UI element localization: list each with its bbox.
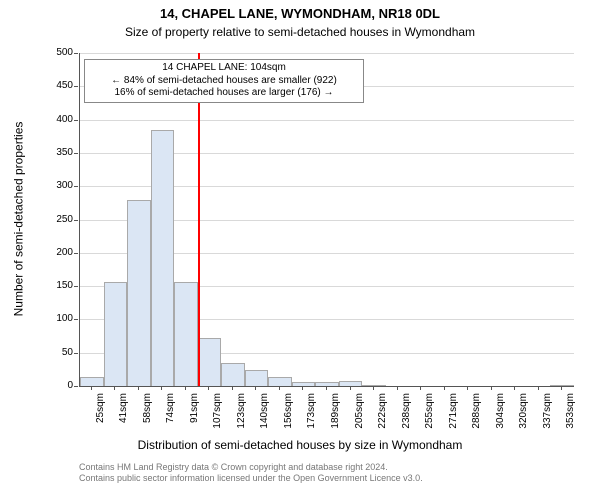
y-tick-mark: [74, 53, 78, 54]
x-tick-label: 25sqm: [95, 393, 106, 441]
y-axis-label: Number of semi-detached properties: [11, 52, 25, 385]
x-tick-label: 74sqm: [165, 393, 176, 441]
y-tick-mark: [74, 353, 78, 354]
footer-line-1: Contains HM Land Registry data © Crown c…: [79, 462, 423, 473]
y-tick-label: 50: [43, 347, 73, 358]
x-tick-label: 337sqm: [542, 393, 553, 441]
y-tick-mark: [74, 220, 78, 221]
histogram-bar: [268, 377, 292, 386]
x-tick-label: 288sqm: [471, 393, 482, 441]
annotation-box: 14 CHAPEL LANE: 104sqm ← 84% of semi-det…: [84, 59, 364, 103]
x-tick-label: 140sqm: [259, 393, 270, 441]
y-tick-label: 500: [43, 47, 73, 58]
x-tick-label: 271sqm: [448, 393, 459, 441]
x-tick-mark: [444, 386, 445, 390]
histogram-bar: [198, 338, 222, 386]
y-tick-label: 250: [43, 214, 73, 225]
y-tick-label: 150: [43, 280, 73, 291]
annotation-line-3: 16% of semi-detached houses are larger (…: [89, 87, 359, 100]
x-tick-label: 41sqm: [118, 393, 129, 441]
histogram-bar: [151, 130, 175, 386]
annotation-line-1: 14 CHAPEL LANE: 104sqm: [89, 62, 359, 75]
x-tick-mark: [185, 386, 186, 390]
histogram-bar: [221, 363, 245, 386]
x-tick-label: 238sqm: [401, 393, 412, 441]
x-tick-mark: [350, 386, 351, 390]
footer-line-2: Contains public sector information licen…: [79, 473, 423, 484]
x-tick-mark: [161, 386, 162, 390]
gridline: [80, 53, 574, 54]
x-tick-label: 107sqm: [212, 393, 223, 441]
y-tick-mark: [74, 86, 78, 87]
page-title: 14, CHAPEL LANE, WYMONDHAM, NR18 0DL: [0, 6, 600, 21]
x-tick-mark: [514, 386, 515, 390]
x-tick-label: 91sqm: [189, 393, 200, 441]
y-tick-label: 350: [43, 147, 73, 158]
y-tick-label: 200: [43, 247, 73, 258]
x-tick-mark: [373, 386, 374, 390]
x-tick-label: 320sqm: [518, 393, 529, 441]
y-tick-label: 300: [43, 180, 73, 191]
x-tick-label: 353sqm: [565, 393, 576, 441]
x-tick-mark: [397, 386, 398, 390]
annotation-line-2: ← 84% of semi-detached houses are smalle…: [89, 75, 359, 88]
x-axis-label: Distribution of semi-detached houses by …: [0, 438, 600, 452]
x-tick-mark: [420, 386, 421, 390]
y-tick-mark: [74, 186, 78, 187]
x-tick-label: 304sqm: [495, 393, 506, 441]
x-tick-mark: [326, 386, 327, 390]
x-tick-mark: [302, 386, 303, 390]
y-tick-mark: [74, 319, 78, 320]
x-tick-mark: [561, 386, 562, 390]
x-tick-label: 173sqm: [306, 393, 317, 441]
y-tick-label: 0: [43, 380, 73, 391]
x-tick-mark: [114, 386, 115, 390]
y-tick-mark: [74, 120, 78, 121]
x-tick-label: 189sqm: [330, 393, 341, 441]
x-tick-mark: [91, 386, 92, 390]
y-tick-label: 100: [43, 313, 73, 324]
histogram-bar: [104, 282, 128, 386]
chart-plot-area: 14 CHAPEL LANE: 104sqm ← 84% of semi-det…: [79, 53, 574, 387]
x-tick-label: 255sqm: [424, 393, 435, 441]
x-tick-mark: [279, 386, 280, 390]
page-subtitle: Size of property relative to semi-detach…: [0, 25, 600, 39]
y-tick-mark: [74, 153, 78, 154]
y-tick-mark: [74, 386, 78, 387]
footer-attribution: Contains HM Land Registry data © Crown c…: [79, 462, 423, 485]
x-tick-mark: [491, 386, 492, 390]
x-tick-label: 58sqm: [142, 393, 153, 441]
histogram-bar: [245, 370, 269, 386]
x-tick-mark: [208, 386, 209, 390]
x-tick-mark: [138, 386, 139, 390]
y-tick-label: 450: [43, 80, 73, 91]
x-tick-label: 156sqm: [283, 393, 294, 441]
x-tick-label: 123sqm: [236, 393, 247, 441]
histogram-bar: [127, 200, 151, 386]
x-tick-mark: [538, 386, 539, 390]
x-tick-mark: [255, 386, 256, 390]
x-tick-label: 222sqm: [377, 393, 388, 441]
histogram-bar: [80, 377, 104, 386]
y-tick-mark: [74, 253, 78, 254]
x-tick-mark: [232, 386, 233, 390]
reference-line: [198, 53, 200, 386]
chart-container: 14, CHAPEL LANE, WYMONDHAM, NR18 0DL Siz…: [0, 0, 600, 500]
x-tick-label: 205sqm: [354, 393, 365, 441]
gridline: [80, 120, 574, 121]
histogram-bar: [174, 282, 198, 386]
y-tick-label: 400: [43, 114, 73, 125]
x-tick-mark: [467, 386, 468, 390]
y-tick-mark: [74, 286, 78, 287]
